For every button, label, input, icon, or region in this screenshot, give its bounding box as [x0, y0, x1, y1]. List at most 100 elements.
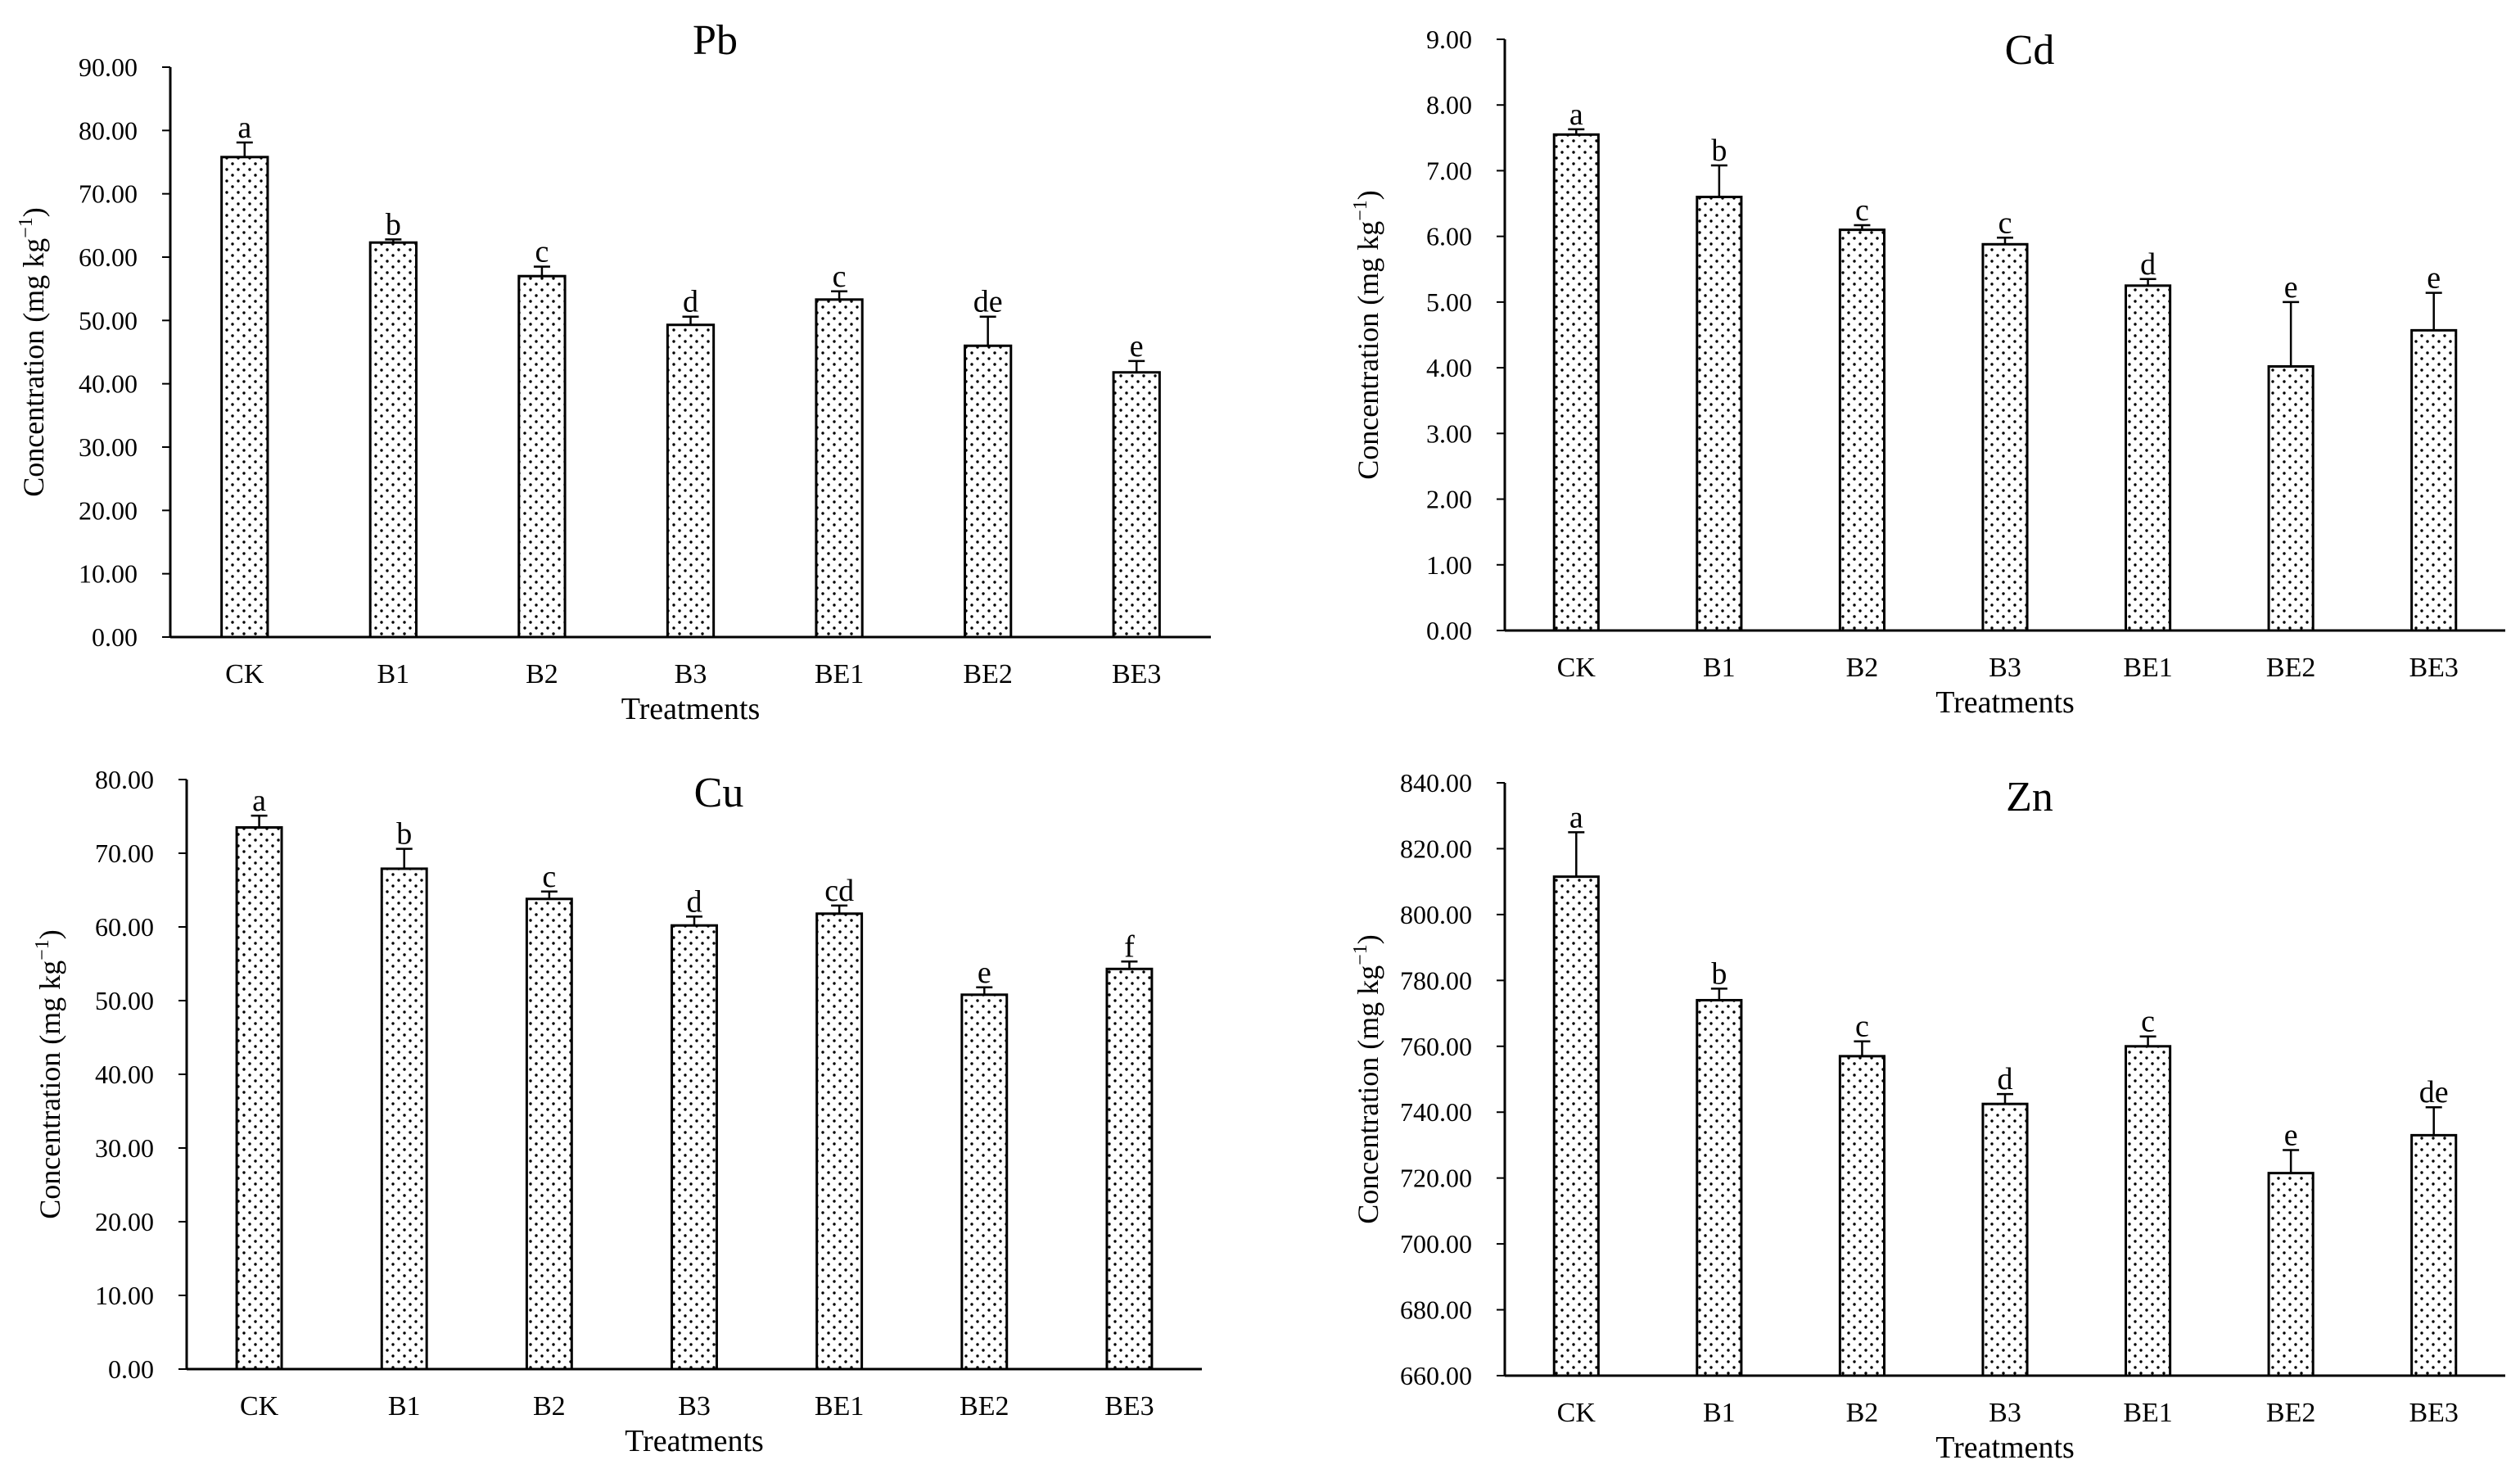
- x-axis-label: Treatments: [1935, 1431, 2075, 1465]
- y-tick-label: 60.00: [95, 912, 154, 942]
- bar-be1: [815, 912, 864, 1371]
- y-tick-label: 760.00: [1400, 1032, 1472, 1061]
- y-tick-label: 740.00: [1400, 1097, 1472, 1127]
- y-tick-label: 70.00: [79, 179, 138, 209]
- y-tick-label: 2.00: [1426, 485, 1472, 514]
- y-tick-label: 80.00: [79, 115, 138, 145]
- y-tick-label: 0.00: [1426, 616, 1472, 645]
- significance-letter: e: [2284, 270, 2298, 305]
- x-tick-label: BE2: [2266, 653, 2315, 683]
- x-tick-label: BE2: [963, 659, 1012, 689]
- y-tick-label: 720.00: [1400, 1164, 1472, 1193]
- y-axis-label-text: Concentration (mg kg: [17, 238, 50, 497]
- bar-b1: [380, 867, 428, 1371]
- significance-letter: de: [2419, 1075, 2449, 1110]
- x-tick-label: B2: [1846, 653, 1879, 683]
- y-tick-label: 80.00: [95, 765, 154, 794]
- x-tick-label: BE3: [2409, 1398, 2458, 1428]
- bar-be2: [2267, 365, 2315, 632]
- x-tick-label: B2: [526, 659, 558, 689]
- chart-title: Cu: [694, 770, 744, 816]
- significance-letter: c: [1855, 193, 1869, 228]
- significance-letter: c: [542, 860, 556, 894]
- bar-b2: [525, 897, 573, 1371]
- significance-letter: c: [1855, 1010, 1869, 1044]
- significance-letter: d: [1998, 1062, 2013, 1096]
- chart-panel-cd: Cd 0.00 1.00 2.00 3.00 4.00 5.00 6.00 7.00 8.00 9.…: [1350, 25, 2505, 720]
- y-axis-label-text: Concentration (mg kg: [34, 960, 66, 1219]
- x-tick-label: CK: [240, 1391, 279, 1422]
- chart-panel-cu: Cu 0.00 10.00 20.00 30.00 40.00 50.00 60.00 70.0…: [32, 765, 1202, 1458]
- y-tick-label: 0.00: [108, 1354, 154, 1384]
- y-tick-label: 60.00: [79, 242, 138, 272]
- significance-letter: cd: [824, 874, 854, 908]
- significance-letter: f: [1124, 929, 1135, 964]
- y-tick-label: 4.00: [1426, 353, 1472, 382]
- x-tick-label: BE3: [2409, 653, 2458, 683]
- significance-letter: de: [973, 285, 1003, 319]
- bar-be2: [963, 344, 1013, 639]
- x-tick-label: BE3: [1112, 659, 1161, 689]
- y-tick-label: 5.00: [1426, 287, 1472, 317]
- y-axis-label: Concentration (mg kg−1): [16, 207, 50, 496]
- bar-b3: [671, 924, 718, 1371]
- significance-letter: b: [386, 207, 401, 242]
- y-tick-label: 40.00: [95, 1060, 154, 1089]
- bar-be1: [2125, 1045, 2172, 1377]
- bar-b3: [1981, 1102, 2029, 1377]
- bar-be1: [2125, 284, 2172, 632]
- x-tick-label: B3: [678, 1391, 711, 1422]
- x-tick-label: BE1: [2123, 1398, 2172, 1428]
- x-tick-label: B3: [675, 659, 707, 689]
- bar-be2: [2267, 1172, 2315, 1377]
- bar-be3: [2410, 328, 2458, 632]
- significance-letter: a: [252, 784, 266, 818]
- y-tick-label: 0.00: [92, 622, 138, 652]
- x-axis-label: Treatments: [625, 1424, 764, 1458]
- x-tick-label: BE2: [960, 1391, 1009, 1422]
- y-axis-label-close: ): [1352, 190, 1384, 200]
- bar-be3: [1112, 371, 1161, 639]
- significance-letter: c: [1998, 206, 2012, 240]
- significance-letter: e: [2284, 1118, 2298, 1152]
- bar-b2: [1838, 1055, 1885, 1377]
- bar-ck: [220, 156, 269, 639]
- chart-panel-pb: Pb 0.00 10.00 20.00 30.00 40.00 50.00 60.00 70.0…: [16, 17, 1211, 726]
- x-tick-label: B2: [1846, 1398, 1879, 1428]
- y-tick-label: 800.00: [1400, 900, 1472, 929]
- y-tick-label: 700.00: [1400, 1229, 1472, 1259]
- bar-be1: [815, 298, 864, 639]
- y-axis-label-superscript: −1: [16, 217, 37, 238]
- chart-title: Cd: [2005, 27, 2055, 74]
- significance-letter: e: [2427, 261, 2441, 296]
- y-tick-label: 20.00: [95, 1207, 154, 1236]
- y-axis-label: Concentration (mg kg−1): [1350, 190, 1384, 479]
- bar-ck: [235, 826, 283, 1371]
- y-tick-label: 780.00: [1400, 965, 1472, 995]
- x-tick-label: CK: [1557, 653, 1596, 683]
- y-axis-label-superscript: −1: [1350, 200, 1371, 221]
- y-tick-label: 10.00: [79, 559, 138, 589]
- y-tick-label: 30.00: [79, 432, 138, 462]
- x-tick-label: BE2: [2266, 1398, 2315, 1428]
- x-tick-label: BE3: [1104, 1391, 1154, 1422]
- y-axis-label-superscript: −1: [1350, 944, 1371, 965]
- significance-letter: b: [396, 817, 412, 852]
- significance-letter: a: [237, 111, 251, 145]
- y-tick-label: 8.00: [1426, 90, 1472, 120]
- y-tick-label: 820.00: [1400, 834, 1472, 863]
- y-tick-label: 70.00: [95, 838, 154, 868]
- y-axis-label-close: ): [17, 207, 50, 217]
- bar-b3: [1981, 242, 2029, 632]
- x-axis-label: Treatments: [621, 692, 761, 726]
- x-tick-label: B1: [1703, 1398, 1736, 1428]
- bar-b2: [517, 274, 567, 639]
- y-axis-label: Concentration (mg kg−1): [1350, 934, 1384, 1223]
- x-tick-label: B1: [1703, 653, 1736, 683]
- bar-ck: [1552, 133, 1600, 632]
- x-tick-label: BE1: [815, 1391, 864, 1422]
- y-tick-label: 680.00: [1400, 1295, 1472, 1325]
- y-tick-label: 7.00: [1426, 156, 1472, 185]
- x-tick-label: B2: [533, 1391, 566, 1422]
- x-tick-label: B1: [377, 659, 410, 689]
